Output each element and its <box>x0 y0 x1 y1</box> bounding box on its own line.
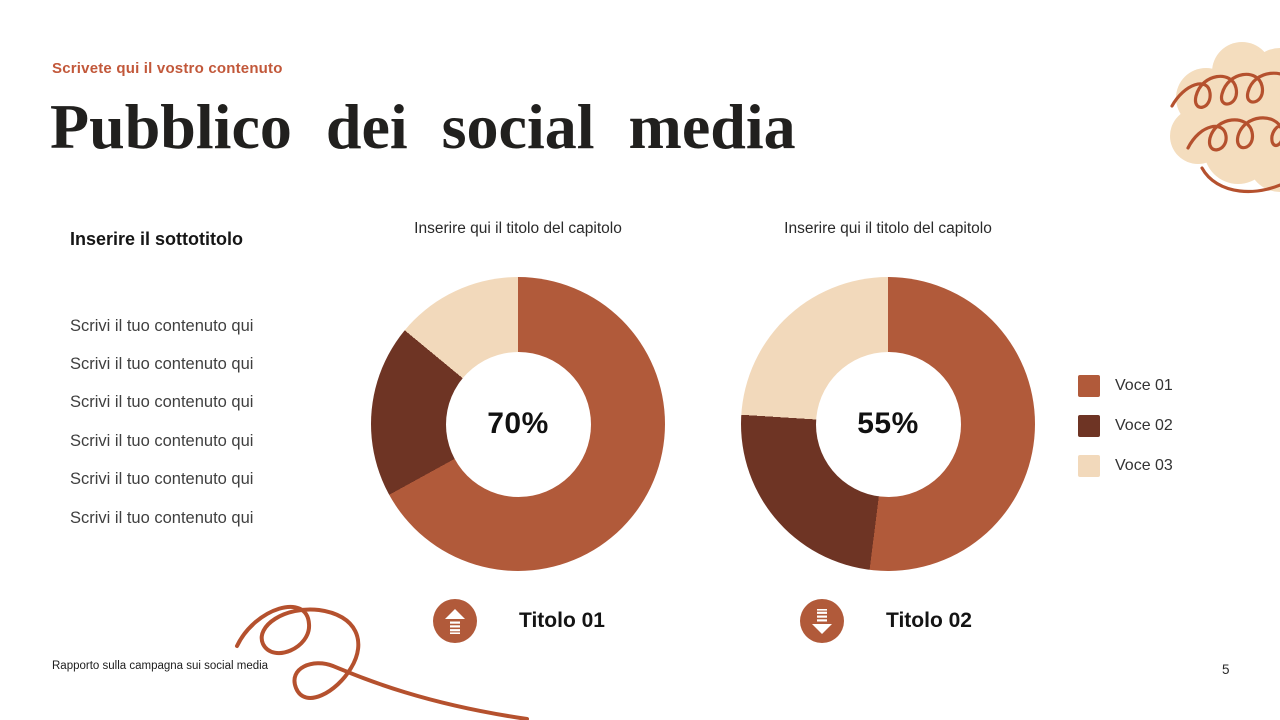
sidebar-subtitle: Inserire il sottotitolo <box>70 229 244 249</box>
donut-2-hole: 55% <box>815 351 961 497</box>
page-title: Pubblico dei social media <box>50 91 796 162</box>
list-item: Scrivi il tuo contenuto qui <box>70 355 254 374</box>
legend-item-voce-01: Voce 01 <box>1078 375 1173 397</box>
titolo-01-button[interactable]: Titolo 01 <box>433 599 605 643</box>
chart-legend: Voce 01 Voce 02 Voce 03 <box>1078 375 1173 495</box>
blob-decoration <box>1170 42 1280 193</box>
legend-swatch-voce-01 <box>1078 375 1100 397</box>
donut-1-center-label: 70% <box>487 407 549 440</box>
titolo-02-label: Titolo 02 <box>886 609 972 632</box>
arrow-up-icon <box>433 599 477 643</box>
legend-swatch-voce-03 <box>1078 455 1100 477</box>
legend-label: Voce 02 <box>1115 417 1173 434</box>
squiggle-decoration <box>235 605 529 720</box>
list-item: Scrivi il tuo contenuto qui <box>70 316 254 335</box>
donut-chart-2: 55% <box>741 277 1035 571</box>
donut-1-hole: 70% <box>445 351 591 497</box>
legend-item-voce-03: Voce 03 <box>1078 455 1173 477</box>
chart-1: Inserire qui il titolo del capitolo 70% <box>368 220 668 571</box>
eyebrow-text: Scrivete qui il vostro contenuto <box>52 60 283 77</box>
donut-2-center-label: 55% <box>857 407 919 440</box>
page-number: 5 <box>1222 662 1230 677</box>
legend-label: Voce 03 <box>1115 457 1173 474</box>
chart-2-title: Inserire qui il titolo del capitolo <box>784 220 992 237</box>
titolo-01-label: Titolo 01 <box>519 609 605 632</box>
sidebar-list: Scrivi il tuo contenuto qui Scrivi il tu… <box>70 307 310 537</box>
chart-1-title: Inserire qui il titolo del capitolo <box>414 220 622 237</box>
list-item: Scrivi il tuo contenuto qui <box>70 508 254 527</box>
legend-item-voce-02: Voce 02 <box>1078 415 1173 437</box>
list-item: Scrivi il tuo contenuto qui <box>70 431 254 450</box>
donut-chart-1: 70% <box>371 277 665 571</box>
legend-swatch-voce-02 <box>1078 415 1100 437</box>
footer-note: Rapporto sulla campagna sui social media <box>52 660 269 672</box>
list-item: Scrivi il tuo contenuto qui <box>70 393 254 412</box>
list-item: Scrivi il tuo contenuto qui <box>70 470 254 489</box>
titolo-02-button[interactable]: Titolo 02 <box>800 599 972 643</box>
legend-label: Voce 01 <box>1115 377 1173 394</box>
arrow-down-icon <box>800 599 844 643</box>
chart-2: Inserire qui il titolo del capitolo 55% <box>738 220 1038 571</box>
